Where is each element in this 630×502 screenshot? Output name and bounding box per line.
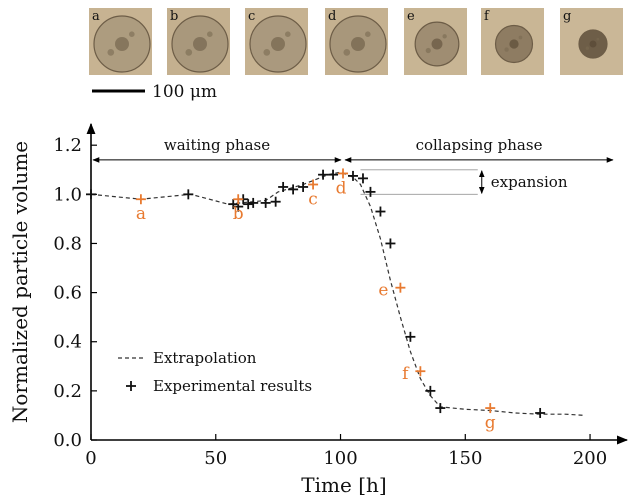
- experimental-point: [328, 169, 339, 180]
- micrograph-image: [481, 8, 544, 75]
- experimental-point: [248, 197, 259, 208]
- experimental-point: [288, 184, 299, 195]
- micrograph-g: g: [560, 8, 623, 75]
- micrograph-b: b: [167, 8, 230, 75]
- micrograph-e: e: [404, 8, 467, 75]
- scale-bar-label: 100 μm: [152, 82, 217, 102]
- y-tick-label: 1.0: [53, 184, 82, 205]
- experimental-point: [270, 196, 281, 207]
- micrograph-image: [89, 8, 152, 75]
- point-label-a: a: [136, 204, 146, 224]
- legend-experimental-label: Experimental results: [153, 377, 312, 395]
- micrograph-label: g: [563, 9, 572, 24]
- micrograph-d: d: [325, 8, 388, 75]
- point-label-g: g: [485, 413, 496, 433]
- expansion-label: expansion: [491, 173, 568, 191]
- experimental-point: [357, 173, 368, 184]
- y-tick-label: 0.4: [53, 332, 82, 353]
- experimental-point: [278, 181, 289, 192]
- extrapolation-line: [90, 171, 586, 416]
- micrograph-label: b: [170, 9, 179, 24]
- micrograph-image: [560, 8, 623, 75]
- experimental-point: [425, 385, 436, 396]
- highlighted-point-c: [308, 179, 319, 190]
- experimental-point: [348, 170, 358, 181]
- experimental-point: [435, 403, 446, 414]
- x-tick-label: 100: [323, 448, 357, 469]
- legend: Extrapolation Experimental results: [118, 349, 312, 395]
- y-tick-label: 1.2: [53, 135, 82, 156]
- highlighted-point-e: [395, 282, 406, 293]
- experimental-point: [405, 331, 416, 342]
- highlighted-point-d: [338, 168, 349, 179]
- highlighted-point-g: [485, 403, 496, 414]
- point-label-d: d: [336, 178, 347, 198]
- x-axis-label: Time [h]: [301, 473, 386, 497]
- experimental-point: [243, 199, 254, 210]
- micrograph-label: d: [328, 9, 337, 24]
- scale-bar: 100 μm: [92, 82, 217, 102]
- micrograph-image: [167, 8, 230, 75]
- experimental-point: [183, 189, 194, 200]
- micrograph-image: [404, 8, 467, 75]
- legend-extrapolation-label: Extrapolation: [153, 349, 257, 367]
- micrograph-f: f: [481, 8, 544, 75]
- collapsing-phase-label: collapsing phase: [416, 136, 543, 154]
- micrograph-label: c: [248, 9, 256, 24]
- experimental-point: [385, 238, 396, 249]
- experimental-point: [318, 169, 329, 180]
- point-label-b: b: [233, 204, 244, 224]
- experimental-point: [86, 189, 96, 200]
- experimental-point: [535, 407, 546, 418]
- data-marks: a b cd e f g: [86, 168, 586, 433]
- y-tick-label: 0.8: [53, 233, 82, 254]
- point-label-c: c: [308, 190, 318, 210]
- x-tick-label: 50: [204, 448, 227, 469]
- micrograph-label: f: [484, 9, 489, 24]
- x-tick-label: 0: [85, 448, 96, 469]
- legend-experimental-swatch: [126, 381, 136, 391]
- y-tick-label: 0.0: [53, 430, 82, 451]
- y-tick-label: 0.2: [53, 381, 82, 402]
- micrograph-c: c: [245, 8, 308, 75]
- y-tick-label: 0.6: [53, 283, 82, 304]
- micrograph-label: a: [92, 9, 100, 24]
- y-axis-label: Normalized particle volume: [8, 141, 32, 423]
- point-label-e: e: [378, 281, 388, 301]
- waiting-phase-label: waiting phase: [164, 136, 270, 154]
- point-label-f: f: [402, 364, 410, 384]
- axes: 0 50 100 150 200 0.0 0.2 0.4 0.6 0.8 1.0 1.2: [53, 122, 629, 469]
- experimental-point: [375, 206, 386, 217]
- experimental-point: [260, 197, 271, 208]
- micrograph-image: [245, 8, 308, 75]
- experimental-point: [298, 181, 309, 192]
- x-tick-label: 150: [448, 448, 482, 469]
- highlighted-point-f: [415, 366, 426, 377]
- annotations: waiting phase collapsing phase expansion: [92, 136, 614, 195]
- highlighted-point-b: [233, 194, 244, 205]
- highlighted-point-a: [135, 194, 146, 205]
- micrograph-label: e: [407, 9, 415, 24]
- experimental-point: [365, 186, 376, 197]
- micrograph-a: a: [89, 8, 152, 75]
- micrograph-image: [325, 8, 388, 75]
- x-tick-label: 200: [573, 448, 607, 469]
